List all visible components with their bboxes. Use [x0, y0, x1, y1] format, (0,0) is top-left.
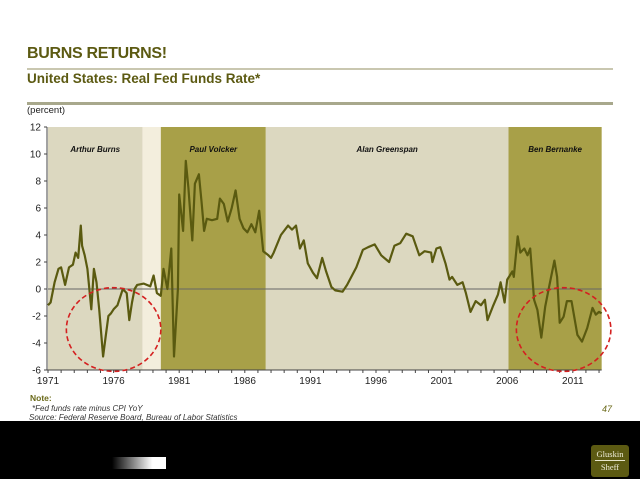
x-tick-label: 2006	[496, 376, 519, 387]
gluskin-sheff-logo: Gluskin Sheff	[591, 445, 629, 477]
note-label: Note:	[30, 393, 52, 403]
x-tick-label: 1986	[234, 376, 257, 387]
slide-title: BURNS RETURNS!	[27, 45, 167, 62]
negative-rate-highlight-ellipse	[65, 286, 162, 373]
footer-band	[0, 421, 640, 479]
y-tick-label: 2	[35, 258, 41, 269]
region-label: Ben Bernanke	[528, 145, 582, 154]
logo-line2: Sheff	[600, 462, 620, 472]
x-tick-label: 1996	[365, 376, 388, 387]
x-tick-label: 2011	[562, 376, 584, 387]
region-label: Alan Greenspan	[355, 145, 417, 154]
x-tick-label: 1991	[299, 376, 322, 387]
title-divider	[27, 68, 613, 70]
negative-rate-highlight-ellipse	[515, 286, 612, 373]
logo-divider	[595, 460, 625, 461]
y-tick-label: -6	[32, 366, 41, 377]
region-4	[508, 127, 602, 370]
x-tick-label: 1981	[168, 376, 191, 387]
y-tick-label: 10	[30, 150, 42, 161]
y-tick-label: 0	[35, 285, 41, 296]
real-fed-funds-line	[47, 159, 603, 358]
source-text: Source: Federal Reserve Board, Bureau of…	[29, 413, 238, 422]
footnote: *Fed funds rate minus CPI YoY	[32, 404, 143, 413]
y-tick-label: -4	[32, 339, 41, 350]
y-axis-unit-label: (percent)	[27, 105, 66, 116]
region-label: Paul Volcker	[189, 145, 238, 154]
y-tick-label: 12	[30, 123, 42, 134]
y-tick-label: -2	[32, 312, 41, 323]
region-label: Arthur Burns	[69, 145, 120, 154]
real-fed-funds-chart: Arthur Burns Paul Volcker Alan Greenspan Be…	[30, 123, 612, 387]
y-tick-label: 4	[35, 231, 41, 242]
page-number: 47	[602, 404, 613, 414]
region-0	[48, 127, 143, 370]
y-tick-label: 8	[35, 177, 41, 188]
x-tick-label: 2001	[430, 376, 453, 387]
gradient-bar	[112, 457, 166, 469]
subtitle-divider	[27, 102, 613, 105]
x-tick-label: 1971	[37, 376, 60, 387]
chart-title: United States: Real Fed Funds Rate*	[27, 71, 261, 86]
x-tick-label: 1976	[102, 376, 125, 387]
y-tick-label: 6	[35, 204, 41, 215]
region-3	[265, 127, 509, 370]
region-2	[160, 127, 266, 370]
region-1	[142, 127, 161, 370]
logo-line1: Gluskin	[596, 449, 624, 459]
